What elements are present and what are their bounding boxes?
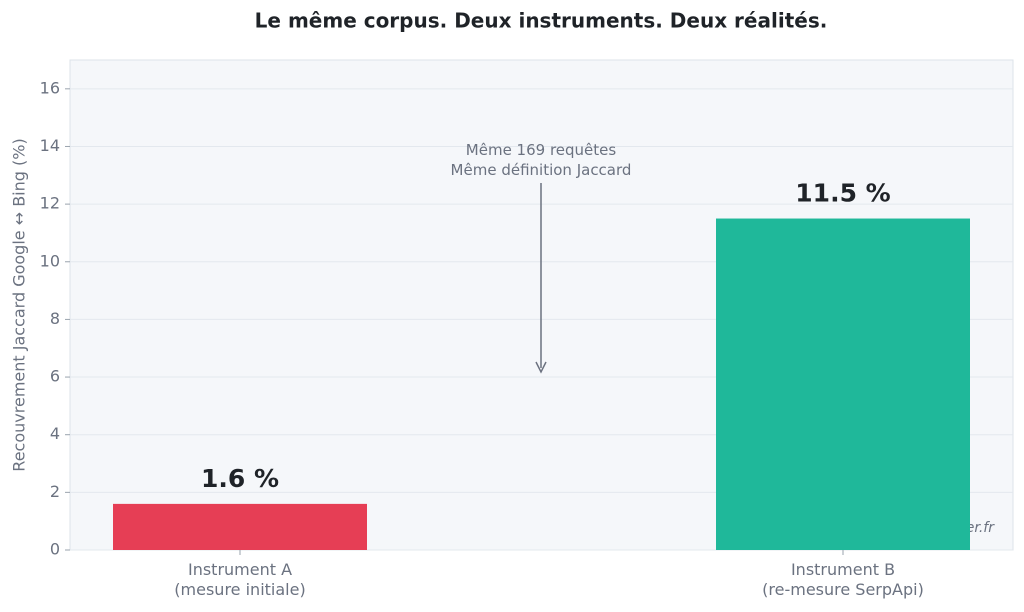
value-label: 11.5 %: [795, 179, 890, 208]
y-tick-label: 2: [50, 482, 60, 501]
x-tick-label: Instrument B (re-mesure SerpApi): [762, 560, 924, 599]
bar: [716, 218, 970, 550]
y-tick-label: 16: [40, 78, 60, 97]
x-tick-label: Instrument A (mesure initiale): [174, 560, 306, 599]
y-tick-label: 8: [50, 309, 60, 328]
value-label: 1.6 %: [201, 464, 279, 493]
y-tick-label: 6: [50, 367, 60, 386]
y-tick-label: 10: [40, 251, 60, 270]
arrow-head: [535, 361, 547, 374]
annotation: Même 169 requêtes Même définition Jaccar…: [450, 141, 632, 179]
y-tick-label: 0: [50, 540, 60, 559]
y-tick-label: 12: [40, 194, 60, 213]
bar: [113, 503, 367, 550]
chart-title: Le même corpus. Deux instruments. Deux r…: [255, 9, 828, 33]
y-tick-label: 4: [50, 424, 60, 443]
y-tick-label: 14: [40, 136, 60, 155]
y-axis-label: Recouvrement Jaccard Google ↔ Bing (%): [10, 138, 29, 471]
